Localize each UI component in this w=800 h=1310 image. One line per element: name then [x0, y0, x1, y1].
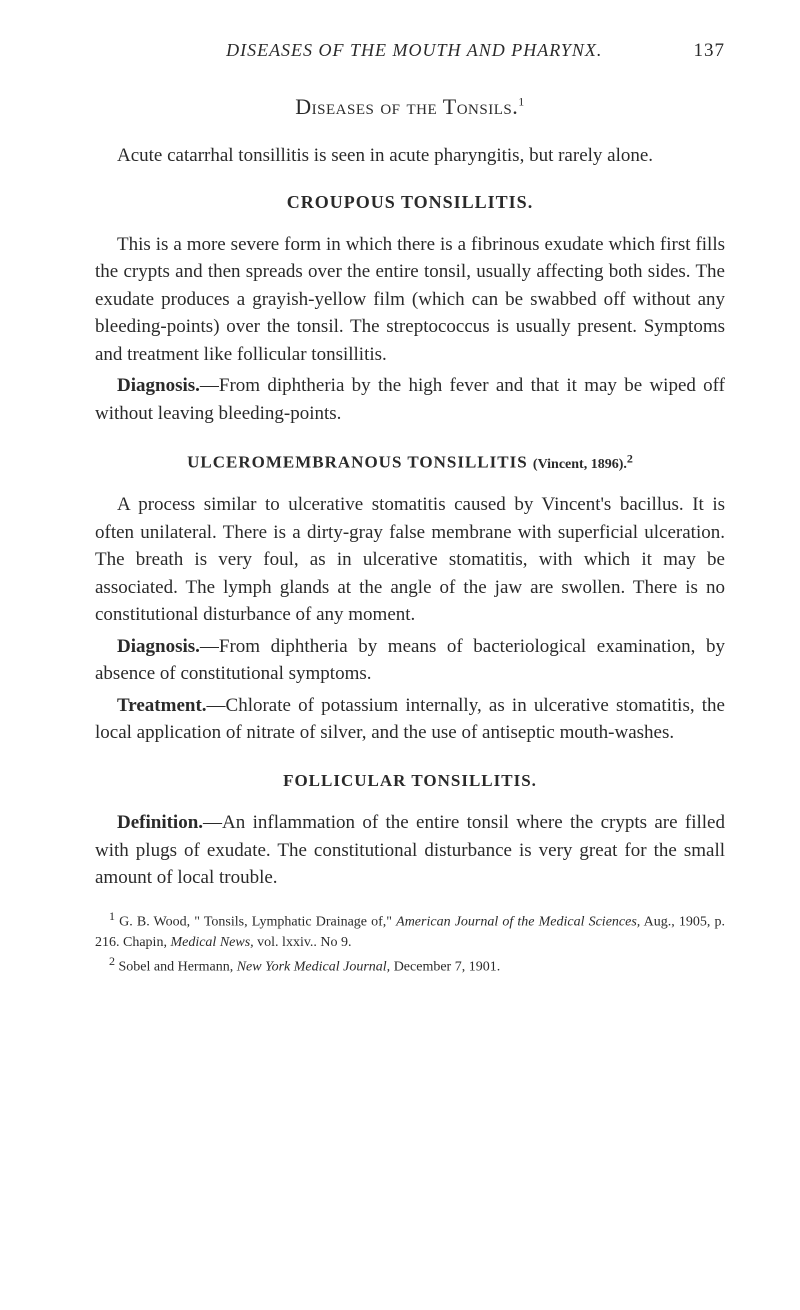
section2-title: ULCEROMEMBRANOUS TONSILLITIS (Vincent, 1… — [95, 451, 725, 473]
footnote1-text-a: G. B. Wood, " Tonsils, Lymphatic Drainag… — [115, 914, 396, 929]
section2-title-text: ULCEROMEMBRANOUS TONSILLITIS — [187, 453, 528, 472]
section2-citation: (Vincent, 1896).2 — [533, 457, 633, 472]
footnote1-italic-b: Medical News, — [170, 935, 253, 950]
section1-title: CROUPOUS TONSILLITIS. — [95, 192, 725, 213]
page-number: 137 — [694, 40, 726, 62]
section2-diagnosis: Diagnosis.—From diphtheria by means of b… — [95, 633, 725, 688]
section3-definition: Definition.—An inflammation of the entir… — [95, 809, 725, 892]
section2-treatment: Treatment.—Chlorate of potassium interna… — [95, 692, 725, 747]
footnote2-text-b: December 7, 1901. — [390, 960, 500, 975]
footnote2-italic-a: New York Medical Journal, — [237, 960, 390, 975]
citation-text: (Vincent, 1896). — [533, 457, 627, 472]
diagnosis-label-2: Diagnosis. — [117, 636, 200, 657]
footnote-2: 2 Sobel and Hermann, New York Medical Jo… — [95, 953, 725, 978]
intro-paragraph: Acute catarrhal tonsillitis is seen in a… — [95, 142, 725, 170]
definition-label: Definition. — [117, 812, 203, 833]
citation-sup: 2 — [627, 451, 633, 465]
running-header: DISEASES OF THE MOUTH AND PHARYNX. 137 — [95, 40, 725, 62]
footnote-1: 1 G. B. Wood, " Tonsils, Lymphatic Drain… — [95, 908, 725, 953]
section3-title: FOLLICULAR TONSILLITIS. — [95, 771, 725, 791]
footnote2-text-a: Sobel and Hermann, — [115, 960, 237, 975]
footnote1-text-c: vol. lxxiv.. No 9. — [254, 935, 352, 950]
section1-para1: This is a more severe form in which ther… — [95, 231, 725, 369]
footnotes: 1 G. B. Wood, " Tonsils, Lymphatic Drain… — [95, 908, 725, 978]
running-title: DISEASES OF THE MOUTH AND PHARYNX. — [95, 40, 694, 61]
diagnosis-label: Diagnosis. — [117, 375, 200, 396]
main-title-text: Diseases of the Tonsils. — [295, 94, 518, 119]
footnote1-italic-a: American Journal of the Medical Sciences… — [396, 914, 640, 929]
section1-diagnosis: Diagnosis.—From diphtheria by the high f… — [95, 372, 725, 427]
section2-para1: A process similar to ulcerative stomatit… — [95, 491, 725, 629]
main-title: Diseases of the Tonsils.1 — [95, 94, 725, 120]
main-title-sup: 1 — [518, 95, 525, 109]
treatment-label: Treatment. — [117, 695, 207, 716]
